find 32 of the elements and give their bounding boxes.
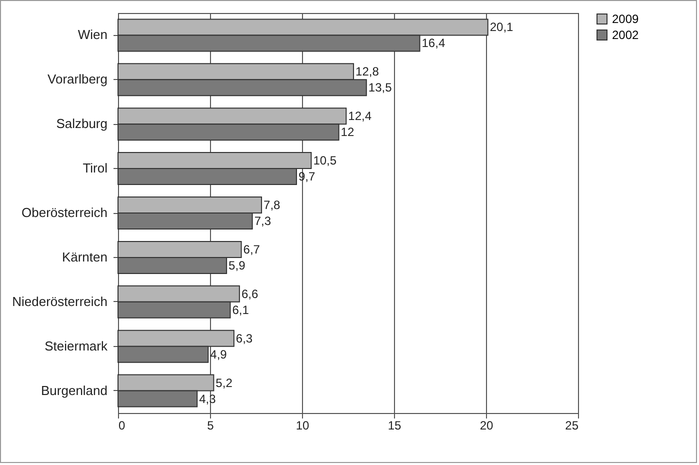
x-tick-label: 10 [296,418,310,432]
data-label: 5,9 [228,258,246,272]
x-tick-label: 25 [565,418,579,432]
data-label: 7,3 [254,214,272,228]
data-label: 6,6 [241,286,258,301]
y-tick-label: Steiermark [44,338,108,354]
data-label: 12,4 [348,109,372,124]
data-label: 5,2 [216,376,233,390]
data-label: 6,1 [232,302,250,317]
y-tick-label: Salzburg [56,116,108,132]
legend-label: 2002 [612,28,640,42]
y-tick-label: Oberösterreich [22,205,108,220]
data-label: 6,7 [243,242,260,256]
x-tick-label: 5 [207,418,214,432]
x-tick-label: 15 [388,418,402,432]
data-label: 12,8 [356,64,380,79]
y-tick-label: Tirol [82,160,108,176]
data-label: 10,5 [313,154,337,168]
data-label: 16,4 [422,36,446,50]
data-label: 13,5 [368,80,392,95]
y-tick-label: Wien [78,27,108,42]
y-tick-label: Burgenland [41,382,108,398]
y-tick-label: Kärnten [62,249,108,264]
x-tick-label: 0 [118,418,126,432]
x-tick-label: 20 [480,418,494,432]
data-label: 7,8 [264,198,281,212]
legend-label: 2009 [612,12,640,26]
data-label: 20,1 [490,20,514,34]
y-tick-label: Niederösterreich [12,294,108,309]
data-label: 6,3 [236,331,253,346]
data-label: 12 [340,125,354,140]
y-tick-label: Vorarlberg [48,72,108,87]
